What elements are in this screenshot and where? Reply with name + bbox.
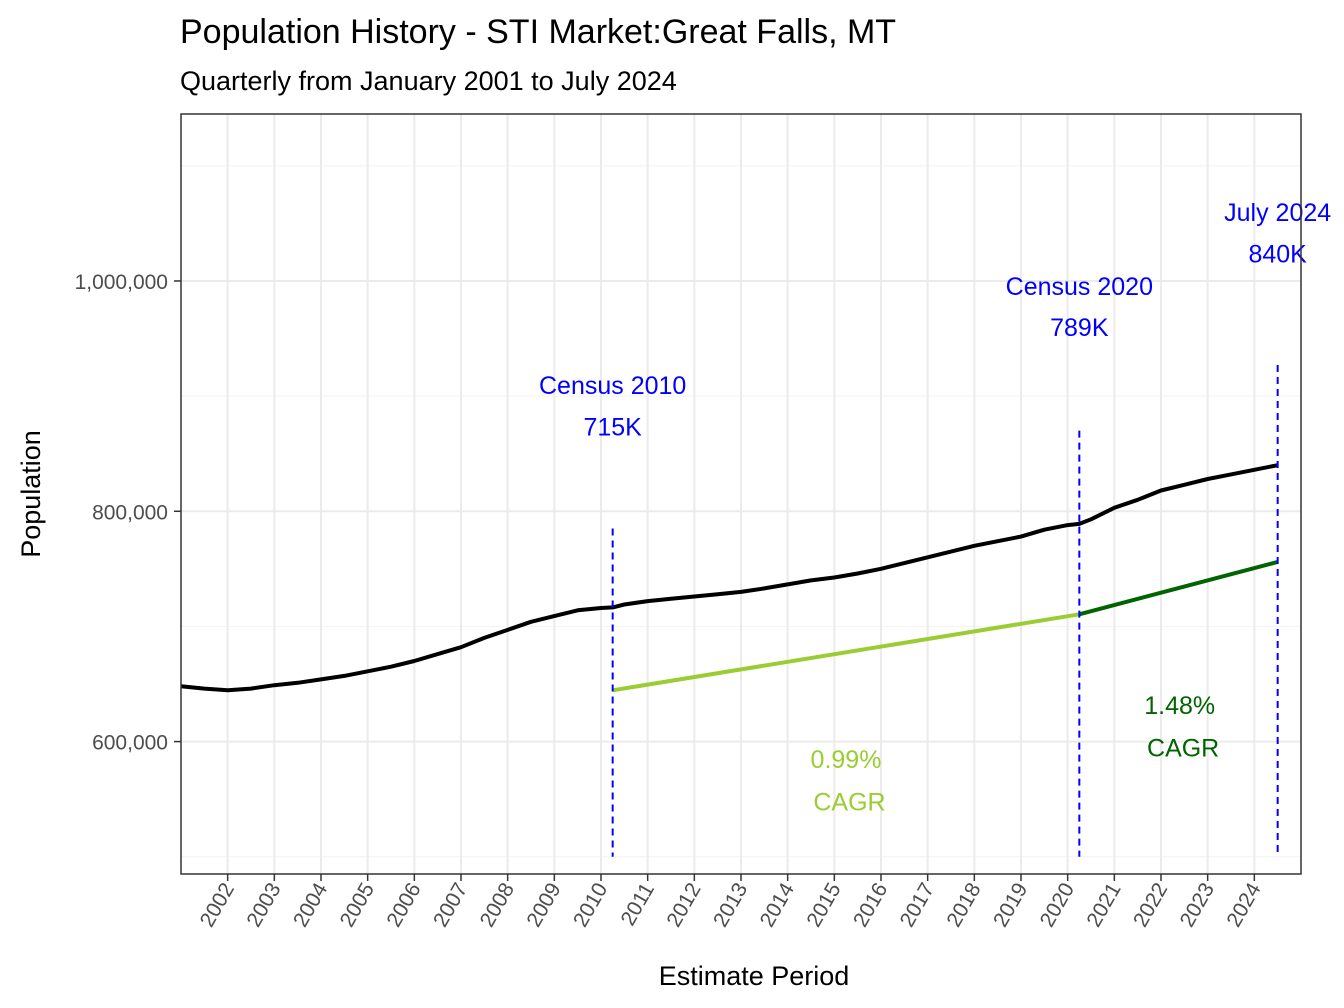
reference-lines (611, 365, 1279, 857)
x-tick-label: 2008 (476, 879, 519, 931)
annotation-cagr-2010-2020-line-0: 0.99% (811, 746, 882, 774)
annotation-july2024-line-1: 840K (1248, 241, 1307, 269)
y-tick-label: 800,000 (92, 501, 168, 524)
grid (181, 114, 1301, 874)
series-line-0 (180, 463, 1279, 693)
x-tick-label: 2007 (429, 879, 472, 931)
x-axis-title: Estimate Period (659, 961, 850, 991)
x-tick-label: 2013 (709, 879, 752, 931)
x-tick-label: 2019 (989, 879, 1032, 931)
annotation-july2024-line-0: July 2024 (1224, 199, 1331, 227)
chart-subtitle: Quarterly from January 2001 to July 2024 (180, 66, 677, 96)
annotation-cagr-2020-2024-line-0: 1.48% (1144, 692, 1215, 720)
x-tick-label: 2002 (196, 879, 239, 931)
x-tick-label: 2024 (1222, 879, 1265, 931)
x-tick-label: 2018 (942, 879, 985, 931)
x-tick-label: 2020 (1036, 879, 1079, 931)
y-axis-title: Population (16, 430, 46, 558)
x-axis: 2002 2003 2004 2005 2006 2007 2008 2009 2010 2011… (196, 874, 1266, 931)
annotation-cagr-2020-2024-line-1: CAGR (1140, 735, 1219, 763)
x-tick-label: 2016 (849, 879, 892, 931)
x-tick-label: 2011 (616, 879, 659, 930)
x-tick-label: 2022 (1129, 879, 1172, 931)
x-tick-label: 2023 (1176, 879, 1219, 931)
x-tick-label: 2004 (289, 879, 332, 931)
annotation-cagr-2010-2020-line-1: CAGR (806, 789, 885, 817)
chart-title: Population History - STI Market:Great Fa… (180, 13, 896, 51)
annotation-census2010-line-1: 715K (583, 413, 642, 441)
annotation-census2020-line-1: 789K (1050, 314, 1109, 342)
x-tick-label: 2009 (522, 879, 565, 931)
series-line-1 (612, 612, 1080, 693)
x-tick-label: 2017 (896, 879, 939, 931)
series-line-2 (1078, 559, 1279, 617)
x-tick-label: 2010 (569, 879, 612, 931)
x-tick-label: 2005 (336, 879, 379, 931)
x-tick-label: 2006 (382, 879, 425, 931)
series-group (180, 463, 1279, 693)
x-tick-label: 2021 (1082, 879, 1125, 931)
x-tick-label: 2014 (756, 879, 799, 931)
x-tick-label: 2003 (242, 879, 285, 931)
annotation-census2020-line-0: Census 2020 (1006, 273, 1153, 301)
y-tick-label: 600,000 (92, 732, 168, 755)
annotations: Census 2010 715K Census 2020 789K July 2024 8… (539, 199, 1331, 817)
y-tick-label: 1,000,000 (75, 271, 168, 294)
x-tick-label: 2012 (662, 879, 705, 931)
annotation-census2010-line-0: Census 2010 (539, 372, 686, 400)
x-tick-label: 2015 (802, 879, 845, 931)
y-axis: 600,000 800,000 1,000,000 (75, 271, 181, 755)
